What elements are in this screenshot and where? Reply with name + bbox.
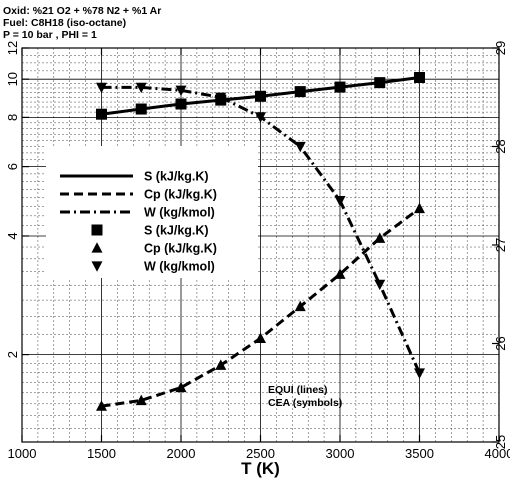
legend-label: Cp (kJ/kg.K) [144, 188, 217, 202]
y-left-tick-label: 4 [5, 232, 20, 239]
legend-label: S (kJ/kg.K) [144, 224, 209, 238]
legend-label: Cp (kJ/kg.K) [144, 242, 217, 256]
marker-point-2 [135, 82, 147, 94]
marker-point-1 [96, 400, 107, 411]
y-left-tick-label: 12 [5, 41, 20, 55]
marker-point-0 [135, 103, 147, 115]
y-right-tick-label: 25 [493, 435, 508, 449]
legend-label: W (kg/kmol) [144, 206, 215, 220]
annotation-line-1: EQUI (lines) [268, 384, 328, 396]
x-tick-label: 1000 [8, 446, 37, 461]
marker-point-0 [294, 86, 306, 98]
y-right-tick-label: 26 [493, 336, 508, 350]
y-right-tick-label: 29 [493, 41, 508, 55]
marker-point-2 [334, 196, 346, 207]
marker-point-2 [96, 82, 107, 94]
marker-point-1 [175, 381, 187, 393]
header-line-3: P = 10 bar , PHI = 1 [3, 29, 97, 41]
marker-point-1 [135, 394, 147, 406]
annotation-line-2: CEA (symbols) [268, 397, 342, 409]
legend-marker-0 [91, 224, 103, 236]
legend: S (kJ/kg.K) Cp (kJ/kg.K) W (kg/kmol) S (kJ/… [46, 146, 258, 278]
marker-point-0 [255, 90, 266, 102]
chart-header: Oxid: %21 O2 + %78 N2 + %1 Ar Fuel: C8H1… [3, 5, 161, 41]
axis-ticks: 1000 1500 2000 2500 3000 3500 4000 2 4 6 8 10 12 25 26… [5, 41, 510, 461]
marker-point-0 [414, 71, 425, 83]
marker-point-2 [374, 279, 386, 291]
marker-point-2 [414, 368, 425, 379]
x-tick-label: 2000 [167, 446, 196, 461]
y-left-tick-label: 6 [5, 163, 20, 170]
y-left-tick-label: 10 [5, 72, 20, 86]
y-left-tick-label: 8 [5, 114, 20, 121]
header-line-2: Fuel: C8H18 (iso-octane) [3, 17, 126, 29]
marker-point-1 [255, 332, 266, 343]
marker-point-0 [334, 81, 346, 93]
x-axis-label: T (K) [241, 459, 280, 478]
legend-label: S (kJ/kg.K) [144, 170, 209, 184]
marker-point-1 [215, 359, 227, 370]
annotation: EQUI (lines) CEA (symbols) [268, 384, 342, 409]
marker-point-2 [175, 85, 187, 97]
y-right-tick-label: 28 [493, 139, 508, 153]
marker-point-1 [374, 232, 386, 243]
x-tick-label: 3500 [405, 446, 434, 461]
marker-point-1 [294, 300, 306, 312]
legend-marker-1 [91, 242, 103, 253]
marker-point-1 [334, 268, 346, 279]
marker-point-0 [175, 98, 187, 110]
header-line-1: Oxid: %21 O2 + %78 N2 + %1 Ar [3, 5, 161, 17]
legend-label: W (kg/kmol) [144, 260, 215, 274]
x-tick-label: 3000 [326, 446, 355, 461]
marker-point-0 [96, 108, 107, 120]
marker-point-2 [255, 112, 266, 123]
y-right-tick-label: 27 [493, 238, 508, 252]
marker-point-2 [294, 141, 306, 153]
marker-point-2 [215, 92, 227, 104]
y-left-tick-label: 2 [5, 351, 20, 358]
x-tick-label: 1500 [87, 446, 116, 461]
marker-point-1 [414, 202, 425, 214]
series-markers [96, 71, 425, 411]
x-tick-label: 2500 [246, 446, 275, 461]
marker-point-0 [374, 77, 386, 89]
x-tick-label: 4000 [485, 446, 510, 461]
legend-marker-2 [91, 261, 103, 272]
